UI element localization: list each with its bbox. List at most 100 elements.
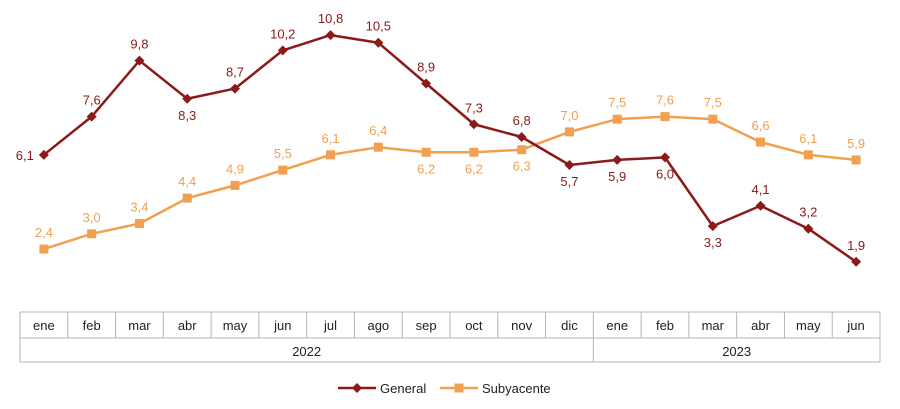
data-label-subyacente: 6,2 xyxy=(417,161,435,176)
data-label-subyacente: 5,9 xyxy=(847,136,865,151)
year-label: 2023 xyxy=(722,344,751,359)
series-point-subyacente xyxy=(708,114,718,124)
series-point-subyacente xyxy=(278,165,288,175)
data-label-subyacente: 6,6 xyxy=(752,118,770,133)
x-tick-label: mar xyxy=(702,318,725,333)
data-label-general: 3,3 xyxy=(704,235,722,250)
series-point-general xyxy=(182,93,193,104)
x-tick-label: nov xyxy=(511,318,532,333)
x-tick-label: abr xyxy=(751,318,770,333)
x-tick-label: jun xyxy=(273,318,291,333)
x-tick-label: jul xyxy=(323,318,337,333)
legend-label-subyacente: Subyacente xyxy=(482,381,551,396)
data-label-general: 8,9 xyxy=(417,59,435,74)
series-point-subyacente xyxy=(421,147,431,157)
series-point-subyacente xyxy=(182,193,192,203)
series-point-subyacente xyxy=(134,219,144,229)
x-tick-label: feb xyxy=(656,318,674,333)
series-point-general xyxy=(803,223,814,234)
data-label-subyacente: 7,6 xyxy=(656,93,674,108)
series-point-subyacente xyxy=(756,137,766,147)
data-label-general: 8,3 xyxy=(178,108,196,123)
data-label-subyacente: 6,4 xyxy=(369,123,387,138)
series-point-general xyxy=(38,149,49,160)
data-label-general: 6,8 xyxy=(513,113,531,128)
series-point-general xyxy=(851,256,862,267)
series-point-subyacente xyxy=(803,150,813,160)
series-point-subyacente xyxy=(564,127,574,137)
data-label-subyacente: 6,3 xyxy=(513,159,531,174)
x-tick-label: feb xyxy=(83,318,101,333)
series-point-subyacente xyxy=(230,180,240,190)
data-label-general: 4,1 xyxy=(752,182,770,197)
data-label-general: 6,1 xyxy=(16,148,34,163)
data-label-general: 7,6 xyxy=(83,93,101,108)
data-label-subyacente: 3,0 xyxy=(83,210,101,225)
series-point-general xyxy=(516,131,527,142)
x-tick-label: ago xyxy=(367,318,389,333)
data-label-general: 1,9 xyxy=(847,238,865,253)
series-point-general xyxy=(373,37,384,48)
data-label-general: 10,2 xyxy=(270,26,295,41)
series-point-general xyxy=(134,55,145,66)
series-point-general xyxy=(468,119,479,130)
data-label-general: 10,8 xyxy=(318,11,343,26)
x-tick-label: sep xyxy=(416,318,437,333)
year-label: 2022 xyxy=(292,344,321,359)
series-point-subyacente xyxy=(39,244,49,254)
x-tick-label: jun xyxy=(846,318,864,333)
data-label-general: 6,0 xyxy=(656,166,674,181)
series-point-subyacente xyxy=(373,142,383,152)
legend: General Subyacente xyxy=(338,381,551,396)
data-label-general: 9,8 xyxy=(130,37,148,52)
x-axis-table: ene feb mar abr may jun jul ago sep oct nov dic ene f… xyxy=(19,311,881,363)
series-point-subyacente xyxy=(660,112,670,122)
x-tick-label: mar xyxy=(128,318,151,333)
series-point-general xyxy=(564,160,575,171)
series-point-general xyxy=(660,152,670,163)
series-layer xyxy=(38,30,862,267)
series-point-general xyxy=(612,154,623,165)
series-point-subyacente xyxy=(469,147,479,157)
series-point-general xyxy=(325,30,336,41)
data-label-subyacente: 2,4 xyxy=(35,225,53,240)
legend-marker-subyacente xyxy=(454,383,464,393)
data-label-subyacente: 7,0 xyxy=(560,108,578,123)
data-label-general: 10,5 xyxy=(366,19,391,34)
data-label-general: 3,2 xyxy=(799,205,817,220)
legend-marker-general xyxy=(352,383,362,393)
x-tick-label: oct xyxy=(465,318,483,333)
data-label-subyacente: 6,1 xyxy=(322,131,340,146)
x-tick-label: may xyxy=(796,318,821,333)
series-point-subyacente xyxy=(612,114,622,124)
data-label-general: 5,7 xyxy=(560,174,578,189)
data-label-subyacente: 4,9 xyxy=(226,161,244,176)
series-point-subyacente xyxy=(851,155,861,165)
series-line-general xyxy=(43,33,857,263)
x-tick-label: abr xyxy=(178,318,197,333)
series-point-general xyxy=(277,45,288,56)
data-label-subyacente: 3,4 xyxy=(130,200,148,215)
series-point-general xyxy=(421,78,432,89)
x-tick-label: may xyxy=(223,318,248,333)
series-line-subyacente xyxy=(43,115,857,251)
series-point-general xyxy=(230,83,240,94)
data-labels-layer: 6,1 7,6 9,8 8,3 8,7 10,2 10,8 10,5 8,9 7,3 6,8 5,7 5… xyxy=(16,11,865,253)
data-label-subyacente: 5,5 xyxy=(274,146,292,161)
series-point-subyacente xyxy=(87,229,97,239)
series-point-subyacente xyxy=(326,150,336,160)
data-label-subyacente: 7,5 xyxy=(608,95,626,110)
series-point-subyacente xyxy=(517,145,527,155)
data-label-subyacente: 4,4 xyxy=(178,174,196,189)
series-point-general xyxy=(707,221,718,232)
data-label-subyacente: 7,5 xyxy=(704,95,722,110)
series-point-general xyxy=(755,200,766,211)
data-label-subyacente: 6,2 xyxy=(465,161,483,176)
x-tick-label: dic xyxy=(561,318,578,333)
data-label-general: 5,9 xyxy=(608,169,626,184)
data-label-general: 8,7 xyxy=(226,65,244,80)
legend-label-general: General xyxy=(380,381,426,396)
x-tick-label: ene xyxy=(606,318,628,333)
data-label-general: 7,3 xyxy=(465,100,483,115)
